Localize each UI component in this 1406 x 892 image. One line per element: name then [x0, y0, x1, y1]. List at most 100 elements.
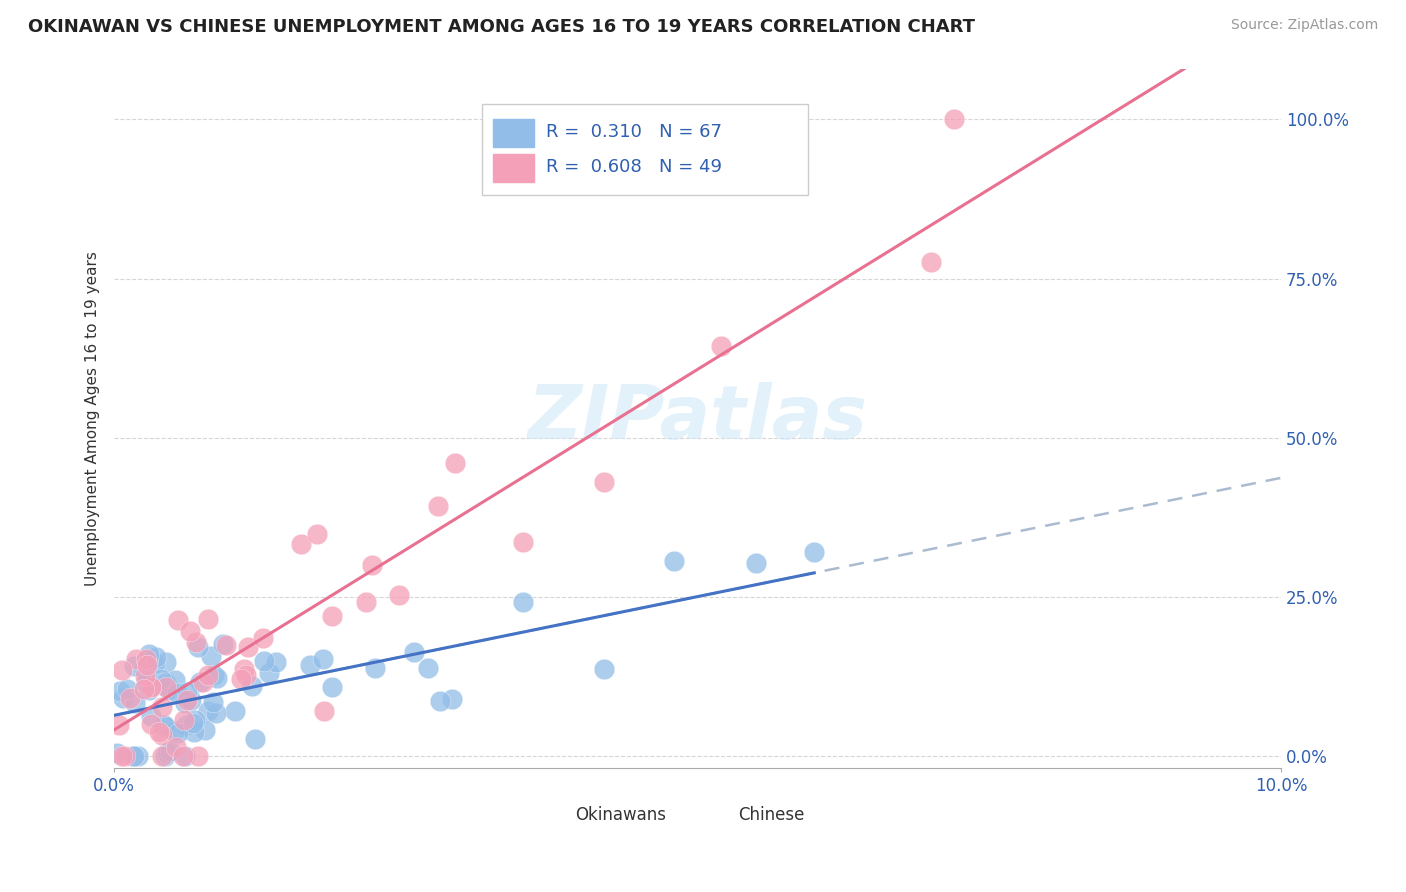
Point — [444, 456, 467, 470]
Point — [305, 526, 328, 541]
Point — [232, 662, 254, 676]
Point — [150, 700, 173, 714]
Point — [135, 675, 157, 690]
Point — [155, 675, 177, 690]
Point — [236, 640, 259, 654]
Point — [440, 691, 463, 706]
Point — [136, 657, 159, 672]
Point — [416, 661, 439, 675]
Point — [139, 708, 162, 723]
Point — [184, 635, 207, 649]
Point — [139, 716, 162, 731]
Point — [157, 682, 180, 697]
Point — [212, 637, 235, 651]
Point — [235, 668, 257, 682]
Point — [176, 685, 198, 699]
Point — [172, 748, 194, 763]
Bar — [494, 154, 534, 182]
Point — [124, 748, 146, 763]
Point — [429, 694, 451, 708]
Point — [312, 651, 335, 665]
Point — [593, 475, 616, 490]
Point — [159, 744, 181, 758]
Point — [187, 640, 209, 654]
Point — [125, 652, 148, 666]
Text: Chinese: Chinese — [738, 806, 804, 824]
Point — [188, 675, 211, 690]
Point — [201, 694, 224, 708]
Point — [290, 537, 312, 551]
Point — [179, 624, 201, 639]
Point — [111, 663, 134, 677]
Point — [512, 594, 534, 608]
Point — [215, 638, 238, 652]
Point — [162, 724, 184, 739]
Point — [153, 719, 176, 733]
Point — [229, 672, 252, 686]
Text: ZIPatlas: ZIPatlas — [527, 382, 868, 455]
Point — [115, 682, 138, 697]
Point — [321, 609, 343, 624]
Point — [124, 697, 146, 711]
Point — [943, 112, 966, 127]
Point — [240, 679, 263, 693]
Point — [156, 747, 179, 761]
Point — [150, 748, 173, 763]
Point — [166, 686, 188, 700]
Point — [108, 718, 131, 732]
Point — [150, 673, 173, 687]
Point — [200, 649, 222, 664]
Point — [163, 673, 186, 688]
Point — [183, 725, 205, 739]
Point — [593, 662, 616, 676]
Point — [152, 718, 174, 732]
Text: Source: ZipAtlas.com: Source: ZipAtlas.com — [1230, 18, 1378, 32]
Point — [252, 631, 274, 645]
Point — [150, 728, 173, 742]
Point — [134, 662, 156, 676]
Point — [134, 681, 156, 696]
Y-axis label: Unemployment Among Ages 16 to 19 years: Unemployment Among Ages 16 to 19 years — [86, 251, 100, 586]
Point — [243, 731, 266, 746]
Point — [155, 655, 177, 669]
Point — [111, 748, 134, 763]
Point — [181, 715, 204, 730]
Point — [173, 697, 195, 711]
Bar — [534, 804, 567, 828]
Point — [105, 747, 128, 761]
Point — [114, 748, 136, 763]
Point — [745, 556, 768, 570]
Point — [174, 717, 197, 731]
Point — [205, 671, 228, 685]
Point — [204, 706, 226, 720]
Point — [145, 649, 167, 664]
Point — [512, 535, 534, 549]
Text: Okinawans: Okinawans — [575, 806, 666, 824]
Point — [402, 645, 425, 659]
Point — [135, 652, 157, 666]
Point — [354, 595, 377, 609]
Text: R =  0.310   N = 67: R = 0.310 N = 67 — [546, 122, 721, 141]
Point — [187, 748, 209, 763]
Text: OKINAWAN VS CHINESE UNEMPLOYMENT AMONG AGES 16 TO 19 YEARS CORRELATION CHART: OKINAWAN VS CHINESE UNEMPLOYMENT AMONG A… — [28, 18, 976, 36]
Point — [108, 684, 131, 698]
Point — [298, 658, 321, 673]
Point — [136, 654, 159, 668]
Point — [193, 723, 215, 737]
Point — [197, 704, 219, 718]
Point — [197, 667, 219, 681]
Point — [174, 748, 197, 763]
Bar — [494, 119, 534, 147]
Point — [121, 748, 143, 763]
Point — [803, 545, 825, 559]
Point — [253, 654, 276, 668]
Point — [710, 339, 733, 353]
Point — [321, 681, 343, 695]
Point — [139, 681, 162, 695]
Point — [143, 656, 166, 670]
Point — [191, 674, 214, 689]
Bar — [697, 804, 730, 828]
Point — [134, 669, 156, 683]
Point — [314, 704, 336, 718]
Point — [180, 693, 202, 707]
